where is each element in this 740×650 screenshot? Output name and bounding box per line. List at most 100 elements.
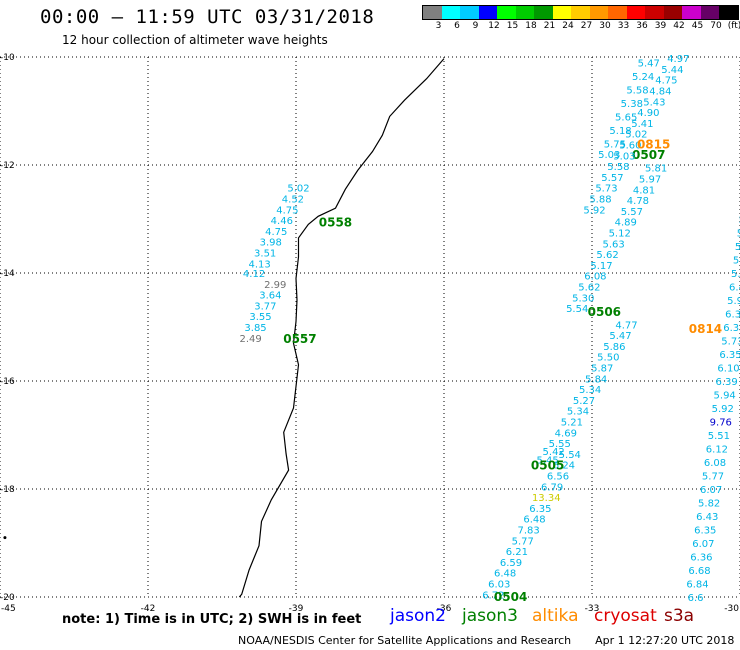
pass-time-label: 0557	[283, 332, 316, 346]
y-tick-label: -12	[0, 161, 15, 171]
wave-height-value: 5.30	[572, 293, 594, 304]
wave-height-value: 6.48	[494, 569, 516, 580]
wave-height-value: 13.34	[532, 493, 561, 504]
wave-height-value: 6.79	[541, 482, 563, 493]
scale-swatch	[719, 6, 738, 19]
wave-height-value: 5.75	[604, 139, 626, 150]
wave-height-value: 4.77	[615, 320, 637, 331]
wave-height-value: 6.35	[529, 504, 551, 515]
wave-height-value: 5.77	[512, 536, 534, 547]
wave-height-value: 5.65	[615, 112, 637, 123]
wave-height-value: 6.56	[547, 472, 569, 483]
wave-height-value: 5.55	[549, 439, 571, 450]
wave-height-value: 6.24	[553, 461, 575, 472]
wave-height-value: 5.41	[631, 119, 653, 130]
scale-label: 33	[617, 21, 630, 31]
legend-cryosat: cryosat	[594, 606, 657, 626]
wave-height-value: 6.59	[500, 558, 522, 569]
scale-swatch	[497, 6, 516, 19]
wave-height-value: 5.42	[543, 447, 565, 458]
wave-height-value: 4.46	[271, 216, 293, 227]
wave-height-value: 6.07	[692, 539, 714, 550]
scale-label: 9	[472, 21, 479, 31]
wave-height-value: 6.6	[688, 593, 704, 604]
x-tick-label: -39	[289, 604, 304, 614]
wave-height-value: 6.48	[523, 515, 545, 526]
wave-height-value: 5.27	[573, 396, 595, 407]
x-tick-label: -33	[585, 604, 600, 614]
scale-label: (ft)	[727, 21, 740, 31]
wave-height-value: 6.84	[686, 580, 708, 591]
wave-height-value: 5.77	[702, 472, 724, 483]
wave-height-value: 5.58	[607, 162, 629, 173]
wave-height-value: 5.92	[583, 205, 605, 216]
wave-height-value: 4.52	[282, 194, 304, 205]
pass-time-label: 0815	[637, 137, 670, 151]
wave-height-value: 5.94	[714, 391, 736, 402]
wave-height-value: 5.85	[739, 215, 740, 226]
pass-time-label: 0504	[494, 590, 527, 604]
scale-label: 27	[580, 21, 593, 31]
wave-height-value: 5.57	[601, 173, 623, 184]
wave-height-value: 6.07	[700, 485, 722, 496]
pass-time-label: 0505	[531, 459, 564, 473]
wave-height-value: 6.03	[488, 580, 510, 591]
wave-height-value: 3.64	[259, 291, 281, 302]
scale-label: 42	[673, 21, 685, 31]
y-tick-label: -16	[0, 377, 15, 387]
wave-height-value: 6.32	[723, 323, 740, 334]
wave-height-value: 5.45	[536, 455, 558, 466]
wave-height-value: 5.81	[735, 242, 740, 253]
y-tick-label: -10	[0, 53, 15, 63]
scale-label: 70	[710, 21, 722, 31]
wave-height-value: 5.51	[708, 431, 730, 442]
legend-s3a: s3a	[664, 606, 695, 626]
wave-height-value: 5.17	[590, 261, 612, 272]
wave-height-value: 6.68	[688, 566, 710, 577]
wave-height-value: 3.55	[249, 312, 271, 323]
wave-height-value: 5.44	[661, 65, 683, 76]
wave-height-value: 4.84	[649, 86, 671, 97]
wave-height-value: 5.73	[595, 184, 617, 195]
wave-height-value: 2.99	[264, 280, 286, 291]
wave-height-value: 5.03	[598, 150, 620, 161]
scale-swatch	[423, 6, 442, 19]
wave-height-value: 5.49	[733, 256, 740, 267]
wave-height-value: 2.49	[239, 334, 261, 345]
chart-subtitle: 12 hour collection of altimeter wave hei…	[62, 33, 328, 47]
coastline	[238, 58, 445, 598]
scale-swatch	[700, 6, 719, 19]
scale-swatch	[663, 6, 682, 19]
wave-height-value: 6.10	[717, 364, 739, 375]
wave-height-value: 7.83	[517, 526, 539, 537]
wave-height-value: 5.50	[597, 353, 619, 364]
wave-height-value: 5.73	[721, 337, 740, 348]
wave-height-value: 6.08	[704, 458, 726, 469]
wave-height-value: 6.35	[725, 310, 740, 321]
color-scale-labels: 3 6 9 12 15 18 21 24 27 30 33 36 39 42 45 70 (ft)	[422, 21, 740, 35]
wave-height-value: 4.78	[627, 196, 649, 207]
wave-height-value: 3.98	[260, 238, 282, 249]
wave-height-value: 5.70	[737, 229, 740, 240]
legend-altika: altika	[532, 606, 579, 626]
scale-label: 18	[525, 21, 537, 31]
wave-height-value: 9.76	[710, 418, 732, 429]
pass-time-label: 0507	[632, 148, 665, 162]
wave-height-value: 4.97	[667, 54, 689, 65]
pass-time-label: 0558	[319, 216, 352, 230]
wave-height-value: 5.24	[632, 72, 654, 83]
wave-height-value: 5.62	[578, 283, 600, 294]
wave-height-value: 6.08	[584, 272, 606, 283]
wave-height-value: 4.75	[276, 205, 298, 216]
wave-height-value: 5.84	[585, 374, 607, 385]
scale-label: 12	[488, 21, 500, 31]
wave-height-value: 5.93	[727, 296, 740, 307]
wave-height-value: 5.54	[559, 450, 581, 461]
wave-height-value: 5.18	[609, 126, 631, 137]
y-tick-label: -18	[0, 485, 15, 495]
scale-swatch	[441, 6, 460, 19]
wave-height-value: 5.21	[561, 418, 583, 429]
wave-height-value: 5.81	[645, 164, 667, 175]
scale-swatch	[552, 6, 571, 19]
